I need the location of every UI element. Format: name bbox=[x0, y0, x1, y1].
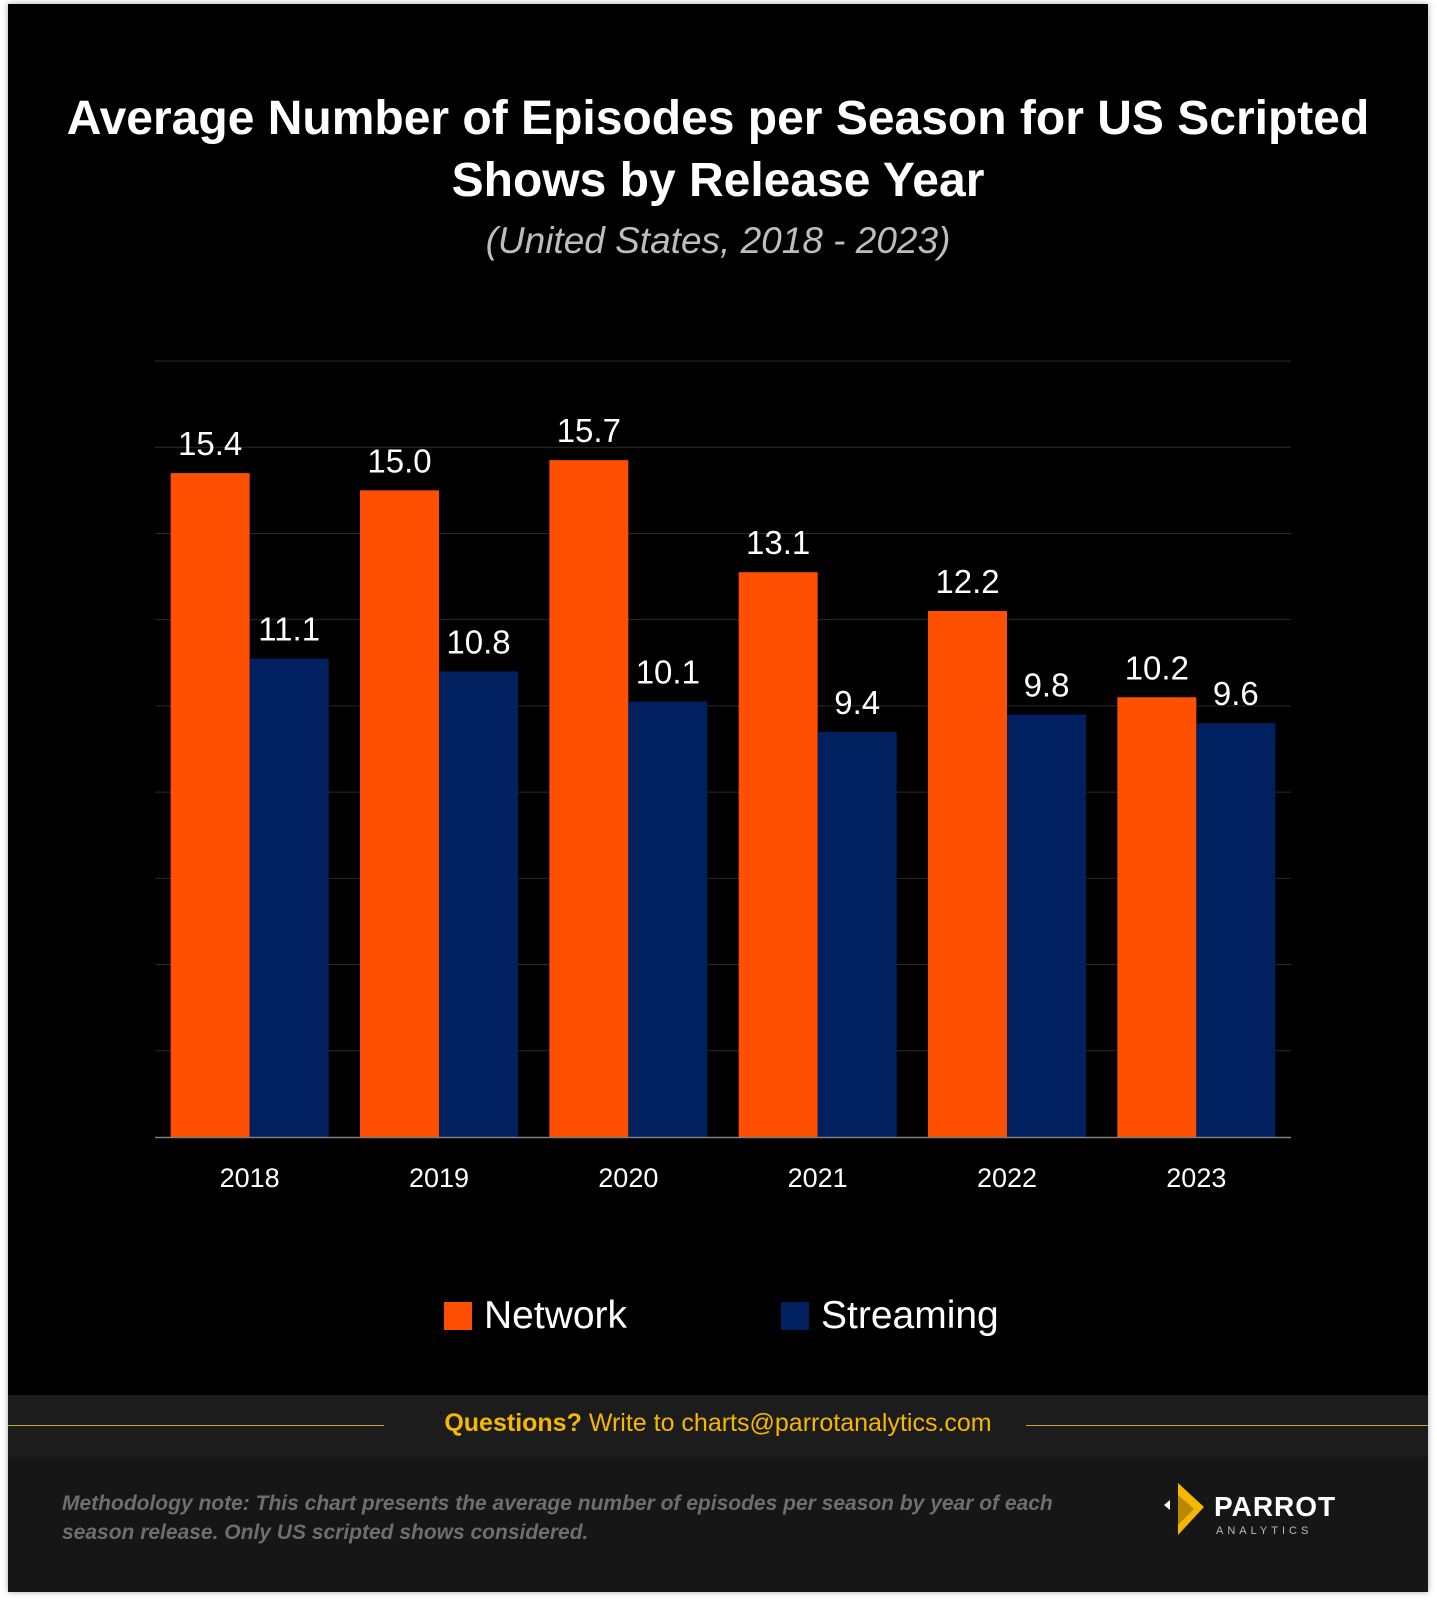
contact-link[interactable]: Write to charts@parrotanalytics.com bbox=[588, 1409, 992, 1437]
bar-streaming-2018 bbox=[249, 658, 329, 1137]
methodology-note: Methodology note: This chart presents th… bbox=[62, 1492, 1053, 1544]
bar-network-2018 bbox=[170, 473, 250, 1138]
value-label-network-2020: 15.7 bbox=[557, 412, 621, 449]
parrot-analytics-logo: PARROT ANALYTICS bbox=[1158, 1483, 1348, 1543]
x-tick-label-2021: 2021 bbox=[788, 1163, 848, 1193]
bar-network-2021 bbox=[738, 572, 818, 1137]
bar-network-2022 bbox=[928, 611, 1007, 1137]
value-label-streaming-2021: 9.4 bbox=[834, 684, 880, 721]
legend-swatch-streaming bbox=[781, 1302, 809, 1330]
methodology-footer: Methodology note: This chart presents th… bbox=[8, 1457, 1428, 1592]
value-label-streaming-2020: 10.1 bbox=[636, 654, 700, 691]
value-label-network-2018: 15.4 bbox=[178, 425, 242, 462]
logo-name: PARROT bbox=[1214, 1491, 1337, 1522]
questions-label: Questions? bbox=[444, 1409, 582, 1437]
value-label-streaming-2018: 11.1 bbox=[258, 610, 320, 647]
bar-chart: 15.4 11.1 2018 15.0 10.8 2019 15.7 10.1 2020 13.1… bbox=[155, 360, 1291, 1193]
value-label-streaming-2022: 9.8 bbox=[1024, 667, 1070, 704]
bar-network-2023 bbox=[1117, 697, 1197, 1137]
bar-streaming-2020 bbox=[628, 701, 708, 1137]
chart-card: Average Number of Episodes per Season fo… bbox=[8, 4, 1428, 1592]
chart-title: Average Number of Episodes per Season fo… bbox=[66, 92, 1370, 207]
value-label-streaming-2023: 9.6 bbox=[1213, 675, 1259, 712]
value-label-network-2019: 15.0 bbox=[367, 442, 431, 479]
x-tick-label-2019: 2019 bbox=[409, 1163, 469, 1193]
logo-subtitle: ANALYTICS bbox=[1216, 1525, 1313, 1537]
legend-item-streaming: Streaming bbox=[781, 1291, 999, 1341]
bar-streaming-2023 bbox=[1196, 723, 1276, 1137]
x-tick-label-2018: 2018 bbox=[220, 1163, 280, 1193]
footer-divider-left bbox=[8, 1425, 384, 1426]
x-tick-label-2020: 2020 bbox=[598, 1163, 658, 1193]
contact-text: Questions? Write to charts@parrotanalyti… bbox=[8, 1409, 1428, 1438]
contact-footer: Questions? Write to charts@parrotanalyti… bbox=[8, 1395, 1428, 1457]
bar-network-2019 bbox=[360, 490, 439, 1137]
bar-streaming-2021 bbox=[817, 731, 897, 1137]
chart-subtitle: (United States, 2018 - 2023) bbox=[485, 220, 951, 261]
legend-label-network: Network bbox=[484, 1294, 628, 1337]
parrot-logo-icon bbox=[1164, 1483, 1204, 1535]
legend-item-network: Network bbox=[444, 1291, 627, 1341]
bar-streaming-2019 bbox=[439, 671, 518, 1137]
bar-network-2020 bbox=[549, 460, 629, 1138]
legend-swatch-network bbox=[444, 1302, 472, 1330]
x-tick-label-2023: 2023 bbox=[1166, 1163, 1226, 1193]
value-label-network-2023: 10.2 bbox=[1125, 649, 1189, 686]
value-label-streaming-2019: 10.8 bbox=[446, 623, 510, 660]
legend-label-streaming: Streaming bbox=[821, 1294, 999, 1337]
value-label-network-2022: 12.2 bbox=[935, 563, 999, 600]
value-label-network-2021: 13.1 bbox=[746, 524, 810, 561]
x-tick-label-2022: 2022 bbox=[977, 1163, 1037, 1193]
bar-streaming-2022 bbox=[1007, 714, 1086, 1137]
footer-divider-right bbox=[1026, 1425, 1428, 1426]
